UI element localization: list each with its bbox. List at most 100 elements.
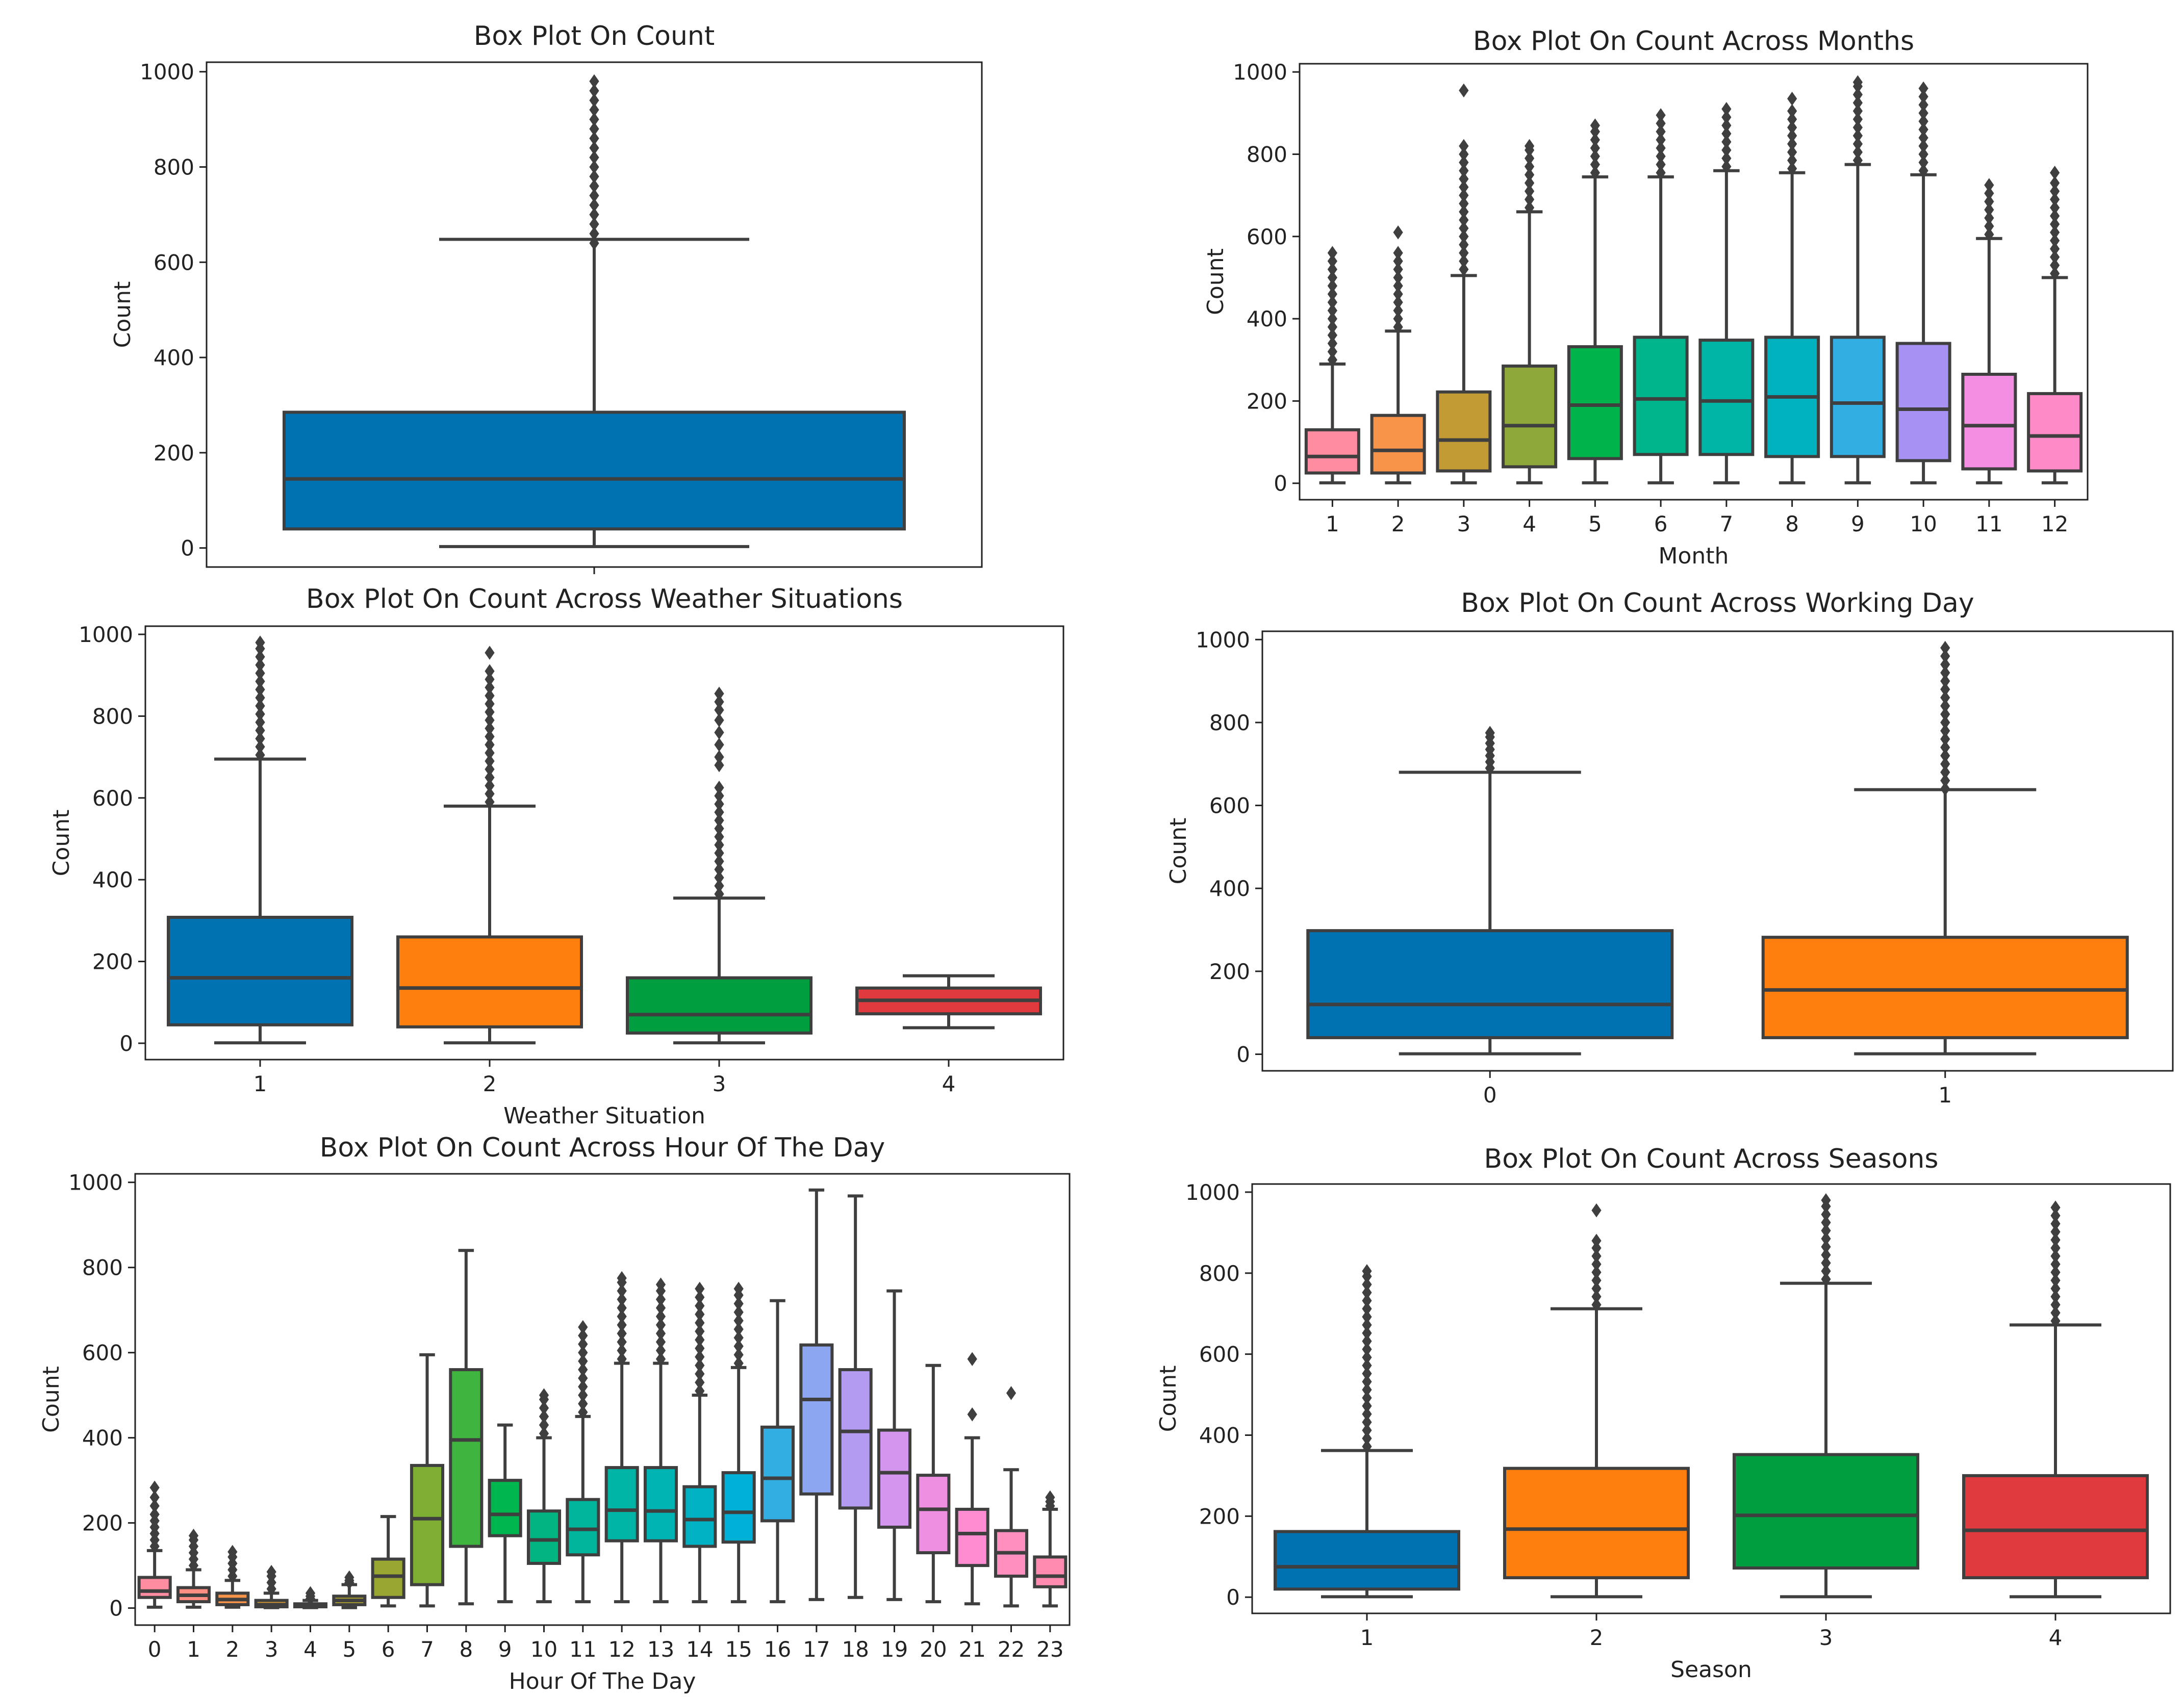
plot-frame [206,61,983,568]
x-tick-label: 10 [1910,511,1937,536]
y-tick-label: 1000 [1233,60,1287,85]
outlier-point [1591,1203,1602,1218]
outlier-point [539,1409,549,1424]
outlier-point [1984,211,1994,225]
outlier-point [1787,128,1797,143]
outlier-point [1327,262,1337,277]
y-tick-label: 200 [82,1511,123,1536]
outlier-point [655,1301,666,1315]
outlier-point [1393,295,1403,310]
outlier-point [1362,1342,1372,1356]
outlier-point [1362,1326,1372,1341]
outlier-point [2050,166,2060,180]
outlier-point [1656,157,1666,172]
y-tick-label: 1000 [79,622,133,647]
outlier-point [695,1350,705,1364]
x-tick-label: 9 [1851,511,1865,536]
x-tick-label: 17 [803,1637,830,1662]
outlier-point [714,789,724,803]
outlier-point [1327,254,1337,268]
outlier-point [1393,320,1403,334]
outlier-point [1525,168,1535,182]
outlier-point [655,1326,666,1341]
outlier-point [1006,1386,1017,1400]
x-tick-label: 11 [569,1637,596,1662]
outlier-point [255,650,265,664]
box-iqr [488,1479,522,1537]
outlier-point [1821,1256,1831,1270]
outlier-point [1362,1294,1372,1308]
outlier-point [1918,155,1928,170]
box-iqr [137,1576,172,1599]
x-tick-label: 4 [942,1071,956,1096]
outlier-point [1918,163,1928,178]
outlier-point [617,1318,627,1332]
x-tick-label: 1 [1360,1625,1374,1650]
outlier-point [485,713,495,728]
box-all [283,74,906,548]
outlier-point [589,74,599,89]
outlier-point [1656,116,1666,131]
box-iqr [877,1428,912,1529]
outlier-point [485,688,495,703]
y-tick-label: 600 [82,1341,123,1366]
x-tick-label: 1 [1938,1083,1952,1108]
outlier-point [485,745,495,760]
outlier-point [1787,112,1797,126]
box-5 [1567,118,1623,484]
outlier-point [255,635,265,650]
x-tick-label: 6 [1654,511,1668,536]
x-tick-label: 13 [647,1637,674,1662]
x-tick-label: 11 [1975,511,2002,536]
outlier-point [1590,166,1600,180]
outlier-point [1327,344,1337,359]
outlier-point [1459,229,1469,244]
outlier-point [255,748,265,762]
outlier-point [1984,202,1994,217]
x-axis-label: Hour Of The Day [509,1668,696,1694]
outlier-point [2050,192,2060,207]
outlier-point [2050,176,2060,190]
outlier-point [149,1499,160,1513]
outlier-point [485,754,495,768]
outlier-point [539,1426,549,1441]
outlier-point [1918,122,1928,137]
outlier-point [1721,159,1732,174]
outlier-point [589,198,599,212]
outlier-point [1940,740,1950,755]
outlier-point [578,1397,588,1411]
box-11 [566,1320,600,1604]
outlier-point [2050,225,2060,240]
y-axis-label: Count [1203,248,1229,315]
outlier-point [1721,135,1732,149]
outlier-point [2050,217,2060,232]
outlier-point [1940,732,1950,747]
outlier-point [1940,715,1950,730]
outlier-point [617,1283,627,1298]
box-iqr [1306,929,1674,1039]
outlier-point [589,217,599,232]
outlier-point [1721,118,1732,133]
outlier-point [485,697,495,711]
box-iqr [1698,339,1755,456]
x-tick-label: 10 [530,1637,557,1662]
box-3 [1436,83,1492,484]
outlier-point [1362,1382,1372,1397]
box-4 [1502,139,1558,484]
outlier-point [714,805,724,819]
outlier-point [1590,157,1600,172]
y-tick-label: 200 [1199,1504,1240,1529]
y-tick-label: 0 [1236,1042,1250,1067]
outlier-point [1393,254,1403,268]
outlier-point [2050,1249,2061,1264]
box-6 [371,1515,405,1608]
outlier-point [589,122,599,136]
y-tick-label: 1000 [68,1170,123,1195]
outlier-point [655,1309,666,1324]
box-4 [855,974,1042,1030]
outlier-point [695,1281,705,1296]
outlier-point [589,84,599,98]
box-0 [137,1480,172,1609]
y-tick-label: 1000 [1185,1180,1240,1205]
outlier-point [1459,155,1469,170]
